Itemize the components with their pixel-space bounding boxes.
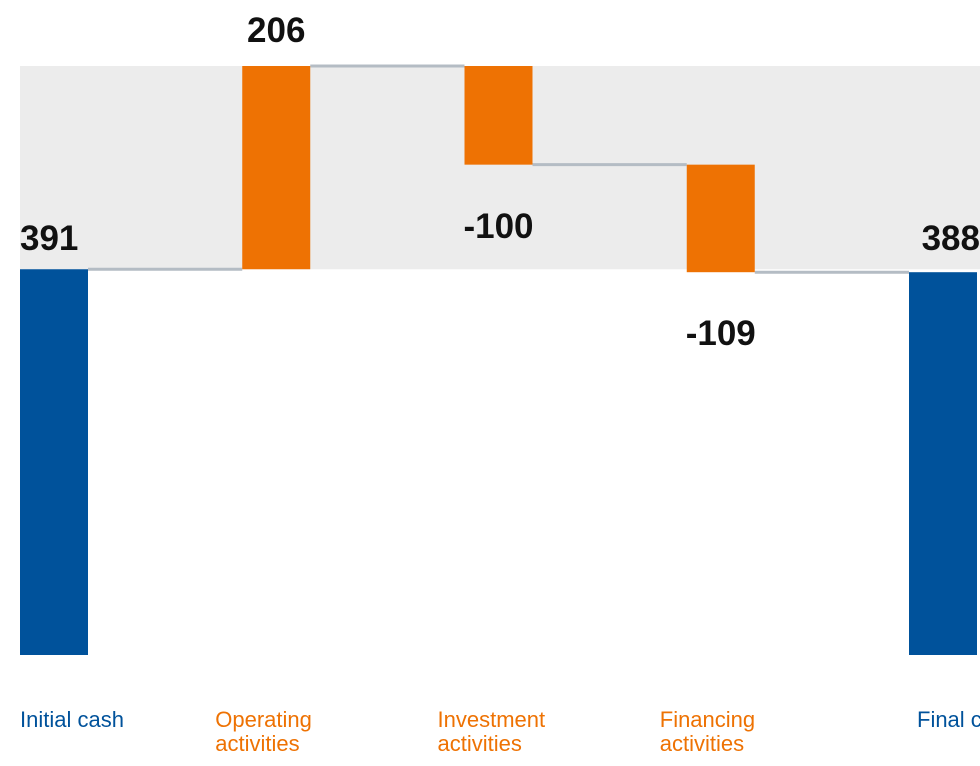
category-label: Initial cash [20,707,124,732]
category-label: Investment activities [437,707,546,756]
value-label: 391 [20,219,79,259]
bar [464,66,533,165]
value-label: -100 [463,206,534,246]
bar [686,164,755,273]
bar [242,66,311,270]
value-label: 388 [921,219,980,259]
category-label: Operating activities [215,707,312,756]
bar [20,269,88,655]
value-label: 206 [247,11,306,50]
category-label: Final cash [917,707,980,732]
category-label: Financing activities [659,707,756,756]
bar [909,272,977,655]
value-label: -109 [685,314,756,354]
